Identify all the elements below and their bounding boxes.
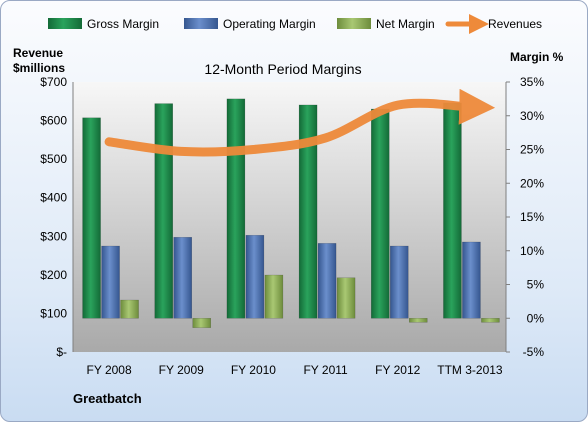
bar-gross-margin-ttm-3-2013 bbox=[443, 102, 462, 319]
y-right-tick-label: 35% bbox=[520, 75, 544, 89]
bar-gross-margin-fy-2011 bbox=[298, 104, 318, 319]
legend-label-operating-margin: Operating Margin bbox=[223, 17, 316, 31]
bar-operating-margin-fy-2010 bbox=[245, 234, 265, 319]
x-tick-label-fy-2012: FY 2012 bbox=[375, 363, 420, 377]
revenue-line-layer bbox=[104, 88, 496, 157]
y-right-tick-label: -5% bbox=[523, 345, 545, 359]
bar-gross-margin-fy-2008 bbox=[82, 117, 101, 319]
y-left-label-line2: $millions bbox=[13, 61, 65, 75]
bar-net-margin-fy-2012 bbox=[409, 318, 428, 323]
legend-label-revenues: Revenues bbox=[488, 17, 542, 31]
y-right-tick-label: 25% bbox=[520, 143, 544, 157]
y-right-tick-label: 15% bbox=[520, 210, 544, 224]
bar-gross-margin-fy-2012 bbox=[371, 108, 390, 319]
y-right-tick-label: 30% bbox=[520, 109, 544, 123]
y-right-tick-label: 5% bbox=[527, 278, 545, 292]
bar-net-margin-fy-2011 bbox=[336, 277, 356, 319]
y-left-tick-label: $500 bbox=[40, 152, 67, 166]
bar-operating-margin-fy-2011 bbox=[317, 243, 337, 319]
y-left-ticks: $- $100 $200 $300 $400 $500 $600 $700 bbox=[40, 75, 67, 359]
y-left-tick-label: $400 bbox=[40, 191, 67, 205]
bar-operating-margin-fy-2012 bbox=[390, 245, 409, 319]
y-right-ticks: -5% 0% 5% 10% 15% 20% 25% 30% 35% bbox=[506, 75, 544, 359]
y-left-tick-label: $100 bbox=[40, 306, 67, 320]
legend-item-net-margin[interactable]: Net Margin bbox=[337, 17, 435, 31]
x-ticks: FY 2008 FY 2009 FY 2010 FY 2011 FY 2012 TTM 3… bbox=[87, 363, 503, 377]
y-left-tick-label: $600 bbox=[40, 114, 67, 128]
legend-swatch-gross-margin bbox=[48, 18, 82, 29]
legend-item-operating-margin[interactable]: Operating Margin bbox=[184, 17, 316, 31]
revenue-line bbox=[104, 88, 496, 157]
legend-label-gross-margin: Gross Margin bbox=[87, 17, 159, 31]
y-right-tick-label: 0% bbox=[527, 311, 545, 325]
bar-operating-margin-fy-2008 bbox=[101, 245, 120, 319]
bar-net-margin-fy-2008 bbox=[120, 299, 139, 319]
x-tick-label-fy-2009: FY 2009 bbox=[159, 363, 204, 377]
legend-label-net-margin: Net Margin bbox=[376, 17, 435, 31]
legend: Gross Margin Operating Margin Net Margin… bbox=[48, 14, 542, 34]
y-left-label-line1: Revenue bbox=[13, 46, 63, 60]
plot-area bbox=[73, 82, 506, 352]
legend-swatch-operating-margin bbox=[184, 18, 218, 29]
company-label: Greatbatch bbox=[73, 391, 142, 406]
x-tick-label-fy-2011: FY 2011 bbox=[303, 363, 348, 377]
legend-swatch-net-margin bbox=[337, 18, 371, 29]
y-right-tick-label: 20% bbox=[520, 176, 544, 190]
y-left-tick-label: $700 bbox=[40, 75, 67, 89]
bar-operating-margin-ttm-3-2013 bbox=[462, 241, 481, 319]
y-right-label: Margin % bbox=[510, 50, 564, 64]
bar-gross-margin-fy-2009 bbox=[154, 103, 173, 319]
bar-net-margin-fy-2010 bbox=[264, 274, 284, 319]
chart-title: 12-Month Period Margins bbox=[204, 61, 361, 77]
bar-net-margin-fy-2009 bbox=[192, 318, 211, 328]
x-tick-label-ttm-3-2013: TTM 3-2013 bbox=[437, 363, 503, 377]
bar-gross-margin-fy-2010 bbox=[226, 98, 246, 319]
bar-operating-margin-fy-2009 bbox=[173, 237, 192, 319]
bar-net-margin-ttm-3-2013 bbox=[481, 318, 500, 323]
y-left-tick-label: $300 bbox=[40, 229, 67, 243]
y-left-tick-label: $- bbox=[56, 345, 67, 359]
x-tick-label-fy-2008: FY 2008 bbox=[87, 363, 132, 377]
x-tick-label-fy-2010: FY 2010 bbox=[231, 363, 276, 377]
legend-item-revenues[interactable]: Revenues bbox=[445, 14, 542, 34]
legend-item-gross-margin[interactable]: Gross Margin bbox=[48, 17, 159, 31]
y-right-tick-label: 10% bbox=[520, 244, 544, 258]
y-left-tick-label: $200 bbox=[40, 268, 67, 282]
